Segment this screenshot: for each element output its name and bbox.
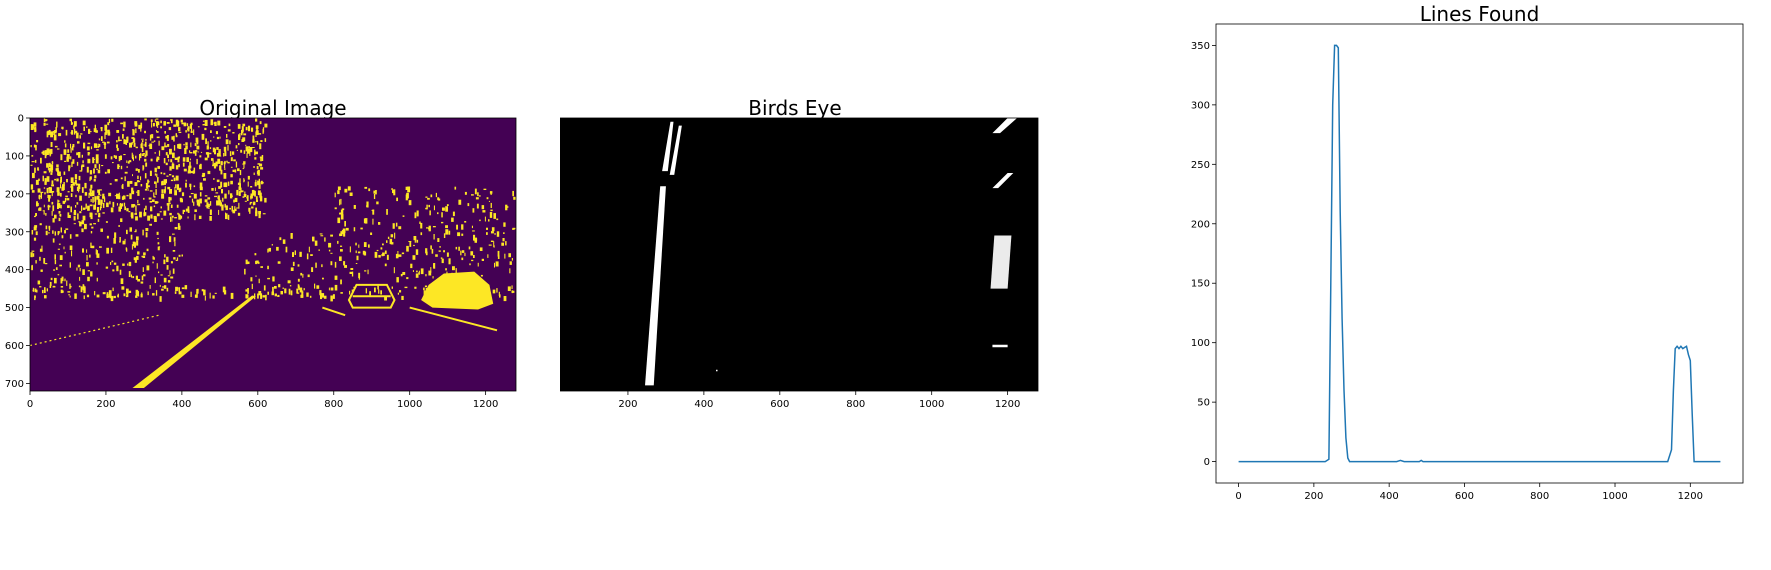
original-ytick-label: 0 bbox=[18, 114, 24, 125]
original-xtick-label: 800 bbox=[324, 399, 343, 410]
original-image-title: Original Image bbox=[199, 96, 347, 120]
plot-frame bbox=[1215, 23, 1744, 484]
birds-eye-title: Birds Eye bbox=[748, 96, 842, 120]
x-tick-label: 1200 bbox=[1678, 491, 1703, 502]
original-xtick-label: 200 bbox=[96, 399, 115, 410]
birds-xtick-label: 400 bbox=[694, 399, 713, 410]
y-tick-label: 50 bbox=[1197, 398, 1210, 409]
original-image-chart: 0 200 400 600 800 1000 1200 0 100 200 300 400 500 600… bbox=[5, 114, 517, 410]
birds-frame bbox=[560, 117, 1039, 392]
original-ytick-label: 300 bbox=[5, 227, 24, 238]
y-tick-label: 100 bbox=[1191, 338, 1210, 349]
y-tick-label: 250 bbox=[1191, 160, 1210, 171]
noise-dot bbox=[716, 369, 718, 372]
original-ytick-label: 200 bbox=[5, 189, 24, 200]
original-ytick-label: 500 bbox=[5, 303, 24, 314]
original-frame bbox=[29, 117, 517, 392]
birds-xtick-label: 1000 bbox=[919, 399, 944, 410]
original-xtick-label: 400 bbox=[172, 399, 191, 410]
right-lane-dash-2 bbox=[992, 172, 1014, 189]
lines-found-title: Lines Found bbox=[1419, 2, 1540, 26]
original-image-panel: Original Image 0 200 400 600 800 1000 1200 0 100… bbox=[0, 0, 560, 570]
x-tick-label: 400 bbox=[1380, 491, 1399, 502]
original-xtick-label: 1200 bbox=[473, 399, 498, 410]
original-xtick-label: 1000 bbox=[397, 399, 422, 410]
y-tick-label: 200 bbox=[1191, 219, 1210, 230]
x-tick-label: 0 bbox=[1235, 491, 1241, 502]
original-xtick-label: 600 bbox=[248, 399, 267, 410]
x-tick-label: 800 bbox=[1530, 491, 1549, 502]
birds-xtick-label: 800 bbox=[846, 399, 865, 410]
y-tick-label: 300 bbox=[1191, 100, 1210, 111]
x-tick-label: 200 bbox=[1304, 491, 1323, 502]
original-ytick-label: 400 bbox=[5, 265, 24, 276]
lines-found-chart: 0 200 400 600 800 1000 1200 0 50 100 150 200 250 300 3… bbox=[1191, 23, 1744, 502]
right-road-edge bbox=[409, 306, 498, 332]
original-ytick-label: 700 bbox=[5, 379, 24, 390]
right-lane-line bbox=[322, 306, 346, 317]
histogram-line bbox=[1238, 44, 1721, 463]
x-tick-label: 600 bbox=[1455, 491, 1474, 502]
x-tick-label: 1000 bbox=[1602, 491, 1627, 502]
original-ytick-label: 100 bbox=[5, 151, 24, 162]
birds-eye-chart: 0200400600800100012000100200300400500600… bbox=[560, 117, 1039, 410]
birds-xtick-label: 600 bbox=[770, 399, 789, 410]
y-tick-label: 0 bbox=[1204, 457, 1210, 468]
left-lane-dash-1 bbox=[662, 121, 674, 172]
right-lane-dash-1 bbox=[992, 118, 1018, 134]
car-black bbox=[347, 283, 396, 309]
birds-xtick-label: 1200 bbox=[995, 399, 1020, 410]
y-tick-label: 150 bbox=[1191, 279, 1210, 290]
y-tick-label: 350 bbox=[1191, 41, 1210, 52]
left-lane-solid bbox=[645, 186, 666, 386]
image-background bbox=[560, 118, 1038, 391]
left-lane-line bbox=[132, 295, 256, 388]
right-lane-block bbox=[990, 235, 1012, 289]
left-road-edge bbox=[29, 314, 160, 347]
original-xtick-label: 0 bbox=[27, 399, 33, 410]
original-ytick-label: 600 bbox=[5, 341, 24, 352]
lines-found-panel: Lines Found 0 200 400 600 800 1000 1200 0 50 100 1… bbox=[1170, 0, 1771, 570]
image-background bbox=[30, 118, 516, 391]
edge-speckles bbox=[30, 118, 517, 302]
car-white bbox=[421, 271, 494, 310]
right-lane-mark bbox=[992, 344, 1008, 348]
birds-xtick-label: 200 bbox=[618, 399, 637, 410]
birds-eye-panel: Birds Eye 020040060080010001200010020030… bbox=[560, 0, 1180, 570]
left-lane-dash-2 bbox=[669, 125, 682, 175]
